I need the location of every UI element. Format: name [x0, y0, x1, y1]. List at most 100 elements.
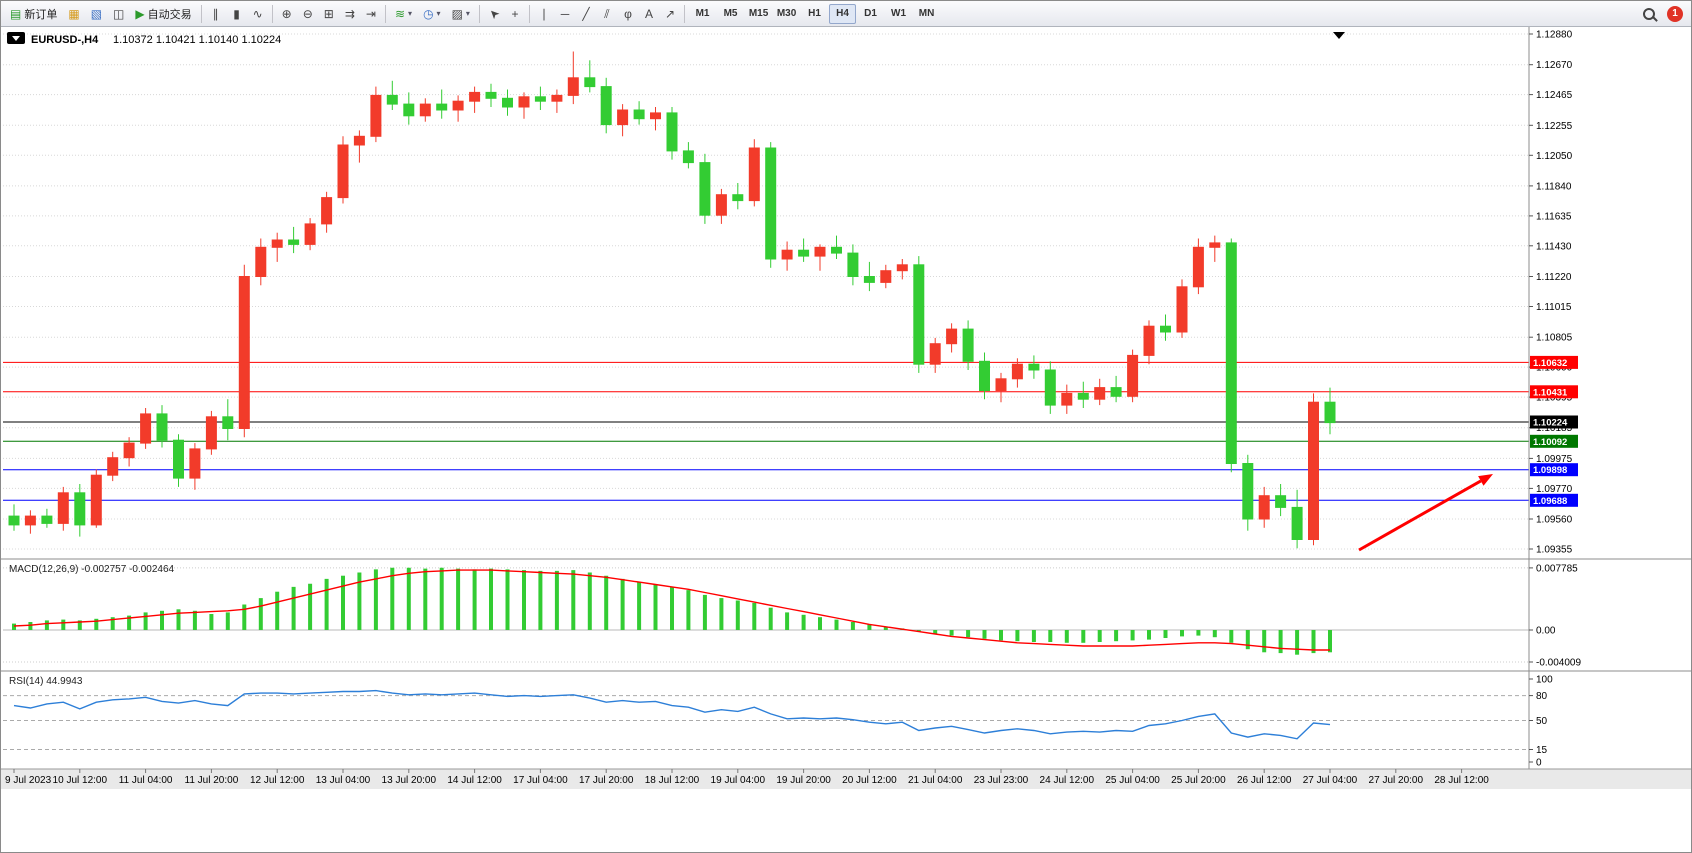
zoom-in-button[interactable]: ⊕ — [277, 4, 297, 24]
new-chart-icon: ▦ — [68, 6, 80, 21]
timeframe-D1[interactable]: D1 — [857, 4, 884, 24]
fibonacci-icon: φ — [624, 6, 632, 21]
channel-icon: ⫽ — [604, 6, 610, 21]
data-window-icon: ◫ — [113, 6, 125, 21]
timeframe-toolbar: M1 M5 M15 M30 H1 H4 D1 W1 MN — [689, 3, 940, 24]
macd-tick-label: 0.00 — [1536, 626, 1556, 637]
rsi-panel[interactable] — [13, 689, 1331, 740]
text-button[interactable]: A — [639, 4, 659, 24]
time-label: 24 Jul 12:00 — [1040, 775, 1095, 786]
price-badge-1.10092: 1.10092 — [1530, 434, 1578, 448]
vertical-line-icon: ∣ — [540, 6, 547, 21]
price-badge-1.10431: 1.10431 — [1530, 385, 1578, 399]
autotrading-label: 自动交易 — [147, 8, 192, 21]
timeframe-M1[interactable]: M1 — [689, 4, 716, 24]
price-badge-1.10224: 1.10224 — [1530, 415, 1578, 429]
chart-shift-button[interactable]: ⇥ — [361, 4, 381, 24]
auto-scroll-icon: ⇉ — [344, 6, 355, 21]
symbol-title: EURUSD-,H4 — [31, 34, 99, 46]
rsi-tick-label: 100 — [1536, 675, 1553, 686]
cursor-button[interactable]: ➤ — [484, 4, 504, 24]
text-icon: A — [644, 6, 653, 21]
price-tick-label: 1.09355 — [1536, 545, 1573, 556]
tile-windows-icon: ⊞ — [323, 6, 334, 21]
line-chart-icon: ∿ — [252, 6, 263, 21]
svg-text:1.10632: 1.10632 — [1533, 358, 1567, 369]
profiles-button[interactable]: ▧ — [86, 4, 107, 24]
time-label: 11 Jul 04:00 — [119, 775, 173, 786]
price-tick-label: 1.11840 — [1536, 181, 1572, 192]
timeframe-MN[interactable]: MN — [913, 4, 940, 24]
chevron-down-icon — [12, 36, 20, 41]
tile-windows-button[interactable]: ⊞ — [319, 4, 339, 24]
rsi-tick-label: 50 — [1536, 716, 1548, 727]
timeframe-M15[interactable]: M15 — [745, 4, 772, 24]
periods-icon: ◷ — [423, 6, 434, 21]
time-axis[interactable]: 9 Jul 2023 10 Jul 12:00 11 Jul 04:00 11 Jul… — [1, 768, 1692, 789]
macd-panel[interactable] — [12, 567, 1332, 655]
price-tick-label: 1.12050 — [1536, 151, 1573, 162]
periods-button[interactable]: ◷ ▾ — [418, 4, 446, 24]
arrows-icon: ↗ — [664, 6, 676, 21]
chart-area[interactable]: 9 Jul 2023 10 Jul 12:00 11 Jul 04:00 11 Jul… — [1, 27, 1692, 853]
rsi-line — [13, 689, 1331, 740]
time-label: 17 Jul 04:00 — [513, 775, 568, 786]
macd-grid — [3, 567, 1529, 663]
timeframe-H4[interactable]: H4 — [829, 3, 857, 24]
chart-background[interactable] — [1, 27, 1692, 853]
new-chart-button[interactable]: ▦ — [63, 4, 84, 24]
time-label: 27 Jul 20:00 — [1369, 775, 1424, 786]
timeframe-M5[interactable]: M5 — [717, 4, 744, 24]
rsi-levels — [3, 695, 1529, 750]
price-tick-label: 1.11430 — [1536, 241, 1572, 252]
toolbar-separator — [271, 4, 273, 23]
rsi-tick-label: 15 — [1536, 745, 1548, 756]
toolbar-separator — [200, 4, 202, 23]
last-bar-marker — [1333, 32, 1345, 39]
fibonacci-button[interactable]: φ — [618, 4, 638, 24]
one-click-trading-toggle[interactable] — [7, 32, 25, 44]
search-button[interactable] — [1638, 4, 1660, 24]
line-chart-button[interactable]: ∿ — [248, 4, 268, 24]
autotrading-icon: ▶ — [135, 6, 145, 21]
auto-scroll-button[interactable]: ⇉ — [340, 4, 360, 24]
indicators-icon: ≋ — [394, 6, 406, 21]
arrows-button[interactable]: ↗ — [660, 4, 680, 24]
trendline-icon: ╱ — [582, 6, 590, 21]
new-order-button[interactable]: ▤ 新订单 — [5, 4, 62, 24]
time-label: 13 Jul 20:00 — [382, 775, 437, 786]
chart-shift-icon: ⇥ — [365, 6, 376, 21]
zoom-out-button[interactable]: ⊖ — [298, 4, 318, 24]
macd-label: MACD(12,26,9) -0.002757 -0.002464 — [9, 564, 175, 575]
notification-badge[interactable]: 1 — [1667, 5, 1683, 22]
indicators-button[interactable]: ≋ ▾ — [390, 4, 417, 24]
timeframe-W1[interactable]: W1 — [885, 4, 912, 24]
ohlc-values: 1.10372 1.10421 1.10140 1.10224 — [113, 34, 281, 46]
timeframe-H1[interactable]: H1 — [801, 4, 828, 24]
candlestick-button[interactable]: ▮ — [227, 4, 247, 24]
horizontal-line-button[interactable]: ─ — [555, 4, 575, 24]
time-label: 11 Jul 20:00 — [185, 775, 239, 786]
price-tick-label: 1.12255 — [1536, 121, 1573, 132]
channel-button[interactable]: ⫽ — [597, 4, 617, 24]
trend-arrow-annotation[interactable] — [1358, 474, 1493, 552]
templates-button[interactable]: ▨ ▾ — [447, 4, 475, 24]
price-tick-label: 1.09560 — [1536, 515, 1573, 526]
price-axis[interactable]: 1.12880 1.12670 1.12465 1.12255 1.12050 1.118… — [1529, 30, 1581, 769]
crosshair-button[interactable]: + — [505, 4, 525, 24]
price-tick-label: 1.12465 — [1536, 90, 1573, 101]
chart-header: EURUSD-,H4 1.10372 1.10421 1.10140 1.1022… — [7, 32, 1345, 687]
price-tick-label: 1.10185 — [1536, 423, 1573, 434]
autotrading-button[interactable]: ▶ 自动交易 — [130, 4, 196, 24]
price-tick-label: 1.09770 — [1536, 484, 1573, 495]
price-tick-label: 1.11220 — [1536, 272, 1572, 283]
price-tick-label: 1.10805 — [1536, 333, 1573, 344]
vertical-line-button[interactable]: ∣ — [534, 4, 554, 24]
time-label: 20 Jul 12:00 — [842, 775, 897, 786]
data-window-button[interactable]: ◫ — [108, 4, 129, 24]
bar-chart-button[interactable]: ∥ — [206, 4, 226, 24]
timeframe-M30[interactable]: M30 — [773, 4, 800, 24]
trendline-button[interactable]: ╱ — [576, 4, 596, 24]
time-label: 26 Jul 12:00 — [1237, 775, 1292, 786]
toolbar-right: 1 — [1638, 4, 1687, 24]
